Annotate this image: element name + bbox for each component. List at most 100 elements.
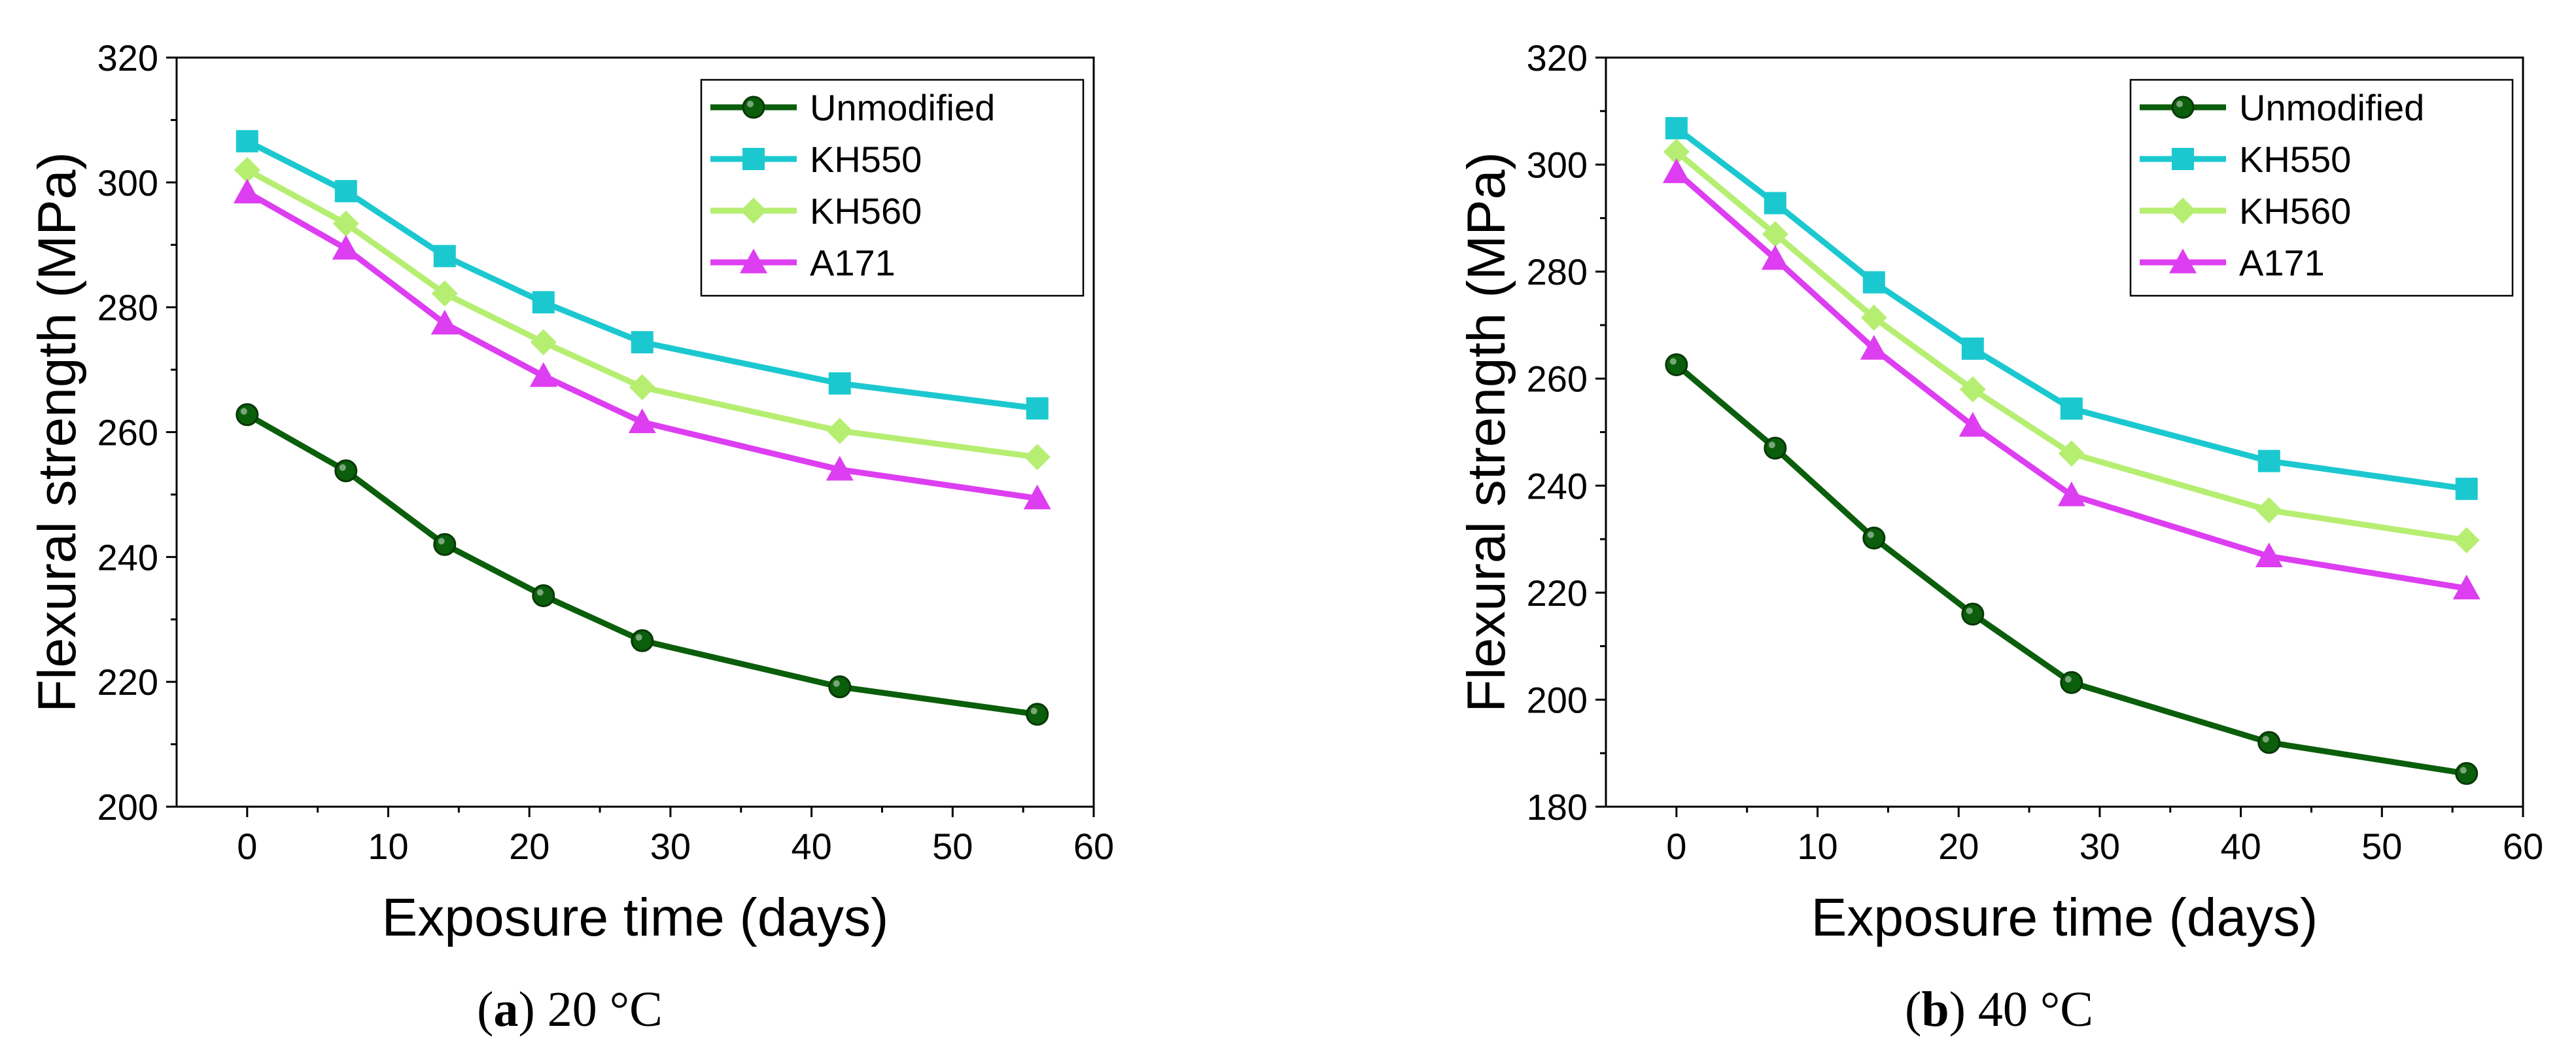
x-axis-title: Exposure time (days) [1811, 888, 2318, 947]
data-point-unmodified [1665, 353, 1688, 376]
data-point-unmodified [2455, 762, 2479, 785]
data-point-a171 [628, 408, 656, 434]
data-point-kh550 [1764, 192, 1786, 215]
data-point-kh560 [1959, 376, 1986, 403]
data-point-kh560 [530, 329, 557, 356]
data-point-unmodified-highlight [1669, 358, 1677, 365]
y-tick-label: 300 [1527, 145, 1588, 186]
data-point-kh560 [1663, 138, 1690, 165]
y-tick-label: 200 [97, 786, 158, 828]
data-point-unmodified [828, 675, 852, 699]
legend-marker-a171 [2169, 249, 2197, 273]
data-point-kh560 [629, 374, 655, 400]
data-point-a171 [2057, 482, 2085, 506]
data-point-kh550 [433, 245, 456, 268]
data-point-kh550 [1026, 397, 1049, 420]
data-point-a171 [430, 309, 459, 335]
data-point-kh550 [828, 372, 851, 395]
chart-panel-a: 0 10 20 30 40 50 60 200 220 240 260 280 300 320 Exposu… [27, 37, 1114, 1037]
data-point-kh560 [332, 210, 359, 237]
data-point-a171 [2255, 542, 2283, 568]
data-point-unmodified [631, 629, 654, 652]
data-point-kh560 [1762, 220, 1788, 247]
x-tick-label: 50 [2361, 826, 2402, 867]
y-tick-label: 200 [1527, 679, 1588, 720]
legend-marker-kh550 [742, 148, 765, 170]
data-point-unmodified [2060, 671, 2083, 694]
data-point-unmodified [1862, 526, 1886, 550]
data-point-kh550 [532, 291, 555, 314]
x-tick-label: 60 [2503, 826, 2543, 867]
chart-panel-b: 0 10 20 30 40 50 60 180 200 220 240 260 280 300 320 Exp… [1457, 37, 2543, 1037]
data-point-kh550 [1961, 337, 1984, 360]
data-point-a171 [2452, 574, 2480, 600]
legend-label: KH550 [2239, 139, 2351, 180]
legend-marker-kh550 [2172, 148, 2194, 170]
y-tick-label: 300 [97, 162, 158, 203]
data-point-unmodified [1026, 703, 1049, 726]
legend-marker-kh560 [2170, 198, 2196, 224]
data-point-unmodified-highlight [2262, 735, 2269, 743]
legend-label: Unmodified [2239, 87, 2424, 128]
data-point-a171 [529, 362, 557, 387]
data-point-kh560 [431, 280, 458, 307]
data-point-unmodified-highlight [1768, 442, 1775, 449]
data-point-kh560 [2453, 527, 2480, 553]
legend-marker-a171 [740, 249, 767, 273]
data-point-kh550 [2455, 478, 2478, 501]
panel-caption: (a) 20 °C [477, 982, 663, 1037]
x-tick-label: 10 [368, 826, 408, 867]
x-tick-label: 60 [1073, 826, 1114, 867]
data-point-kh550 [631, 331, 653, 354]
legend-label: KH560 [810, 190, 922, 232]
data-point-kh550 [1665, 116, 1688, 139]
y-tick-label: 320 [97, 37, 158, 79]
caption-text: ) 20 °C [518, 982, 662, 1037]
x-tick-label: 20 [509, 826, 549, 867]
caption-paren: ( [477, 982, 493, 1037]
data-point-unmodified-highlight [339, 464, 346, 471]
data-point-unmodified [2257, 731, 2281, 754]
data-point-kh550 [2060, 397, 2083, 420]
data-point-a171 [1662, 158, 1690, 183]
caption-letter: b [1921, 982, 1949, 1037]
data-point-unmodified-highlight [833, 680, 840, 687]
data-point-kh550 [2257, 449, 2280, 472]
data-point-unmodified [433, 533, 457, 556]
data-point-kh560 [234, 156, 260, 183]
panel-caption: (b) 40 °C [1905, 982, 2093, 1037]
x-tick-label: 40 [791, 826, 831, 867]
data-point-unmodified [532, 584, 555, 607]
legend-marker-unmodified-highlight [2176, 101, 2183, 107]
data-point-unmodified-highlight [635, 634, 642, 641]
legend-label: A171 [810, 242, 896, 283]
x-axis-title: Exposure time (days) [382, 888, 889, 947]
data-point-kh560 [1024, 444, 1051, 470]
legend-marker-unmodified [742, 96, 765, 119]
data-point-unmodified-highlight [536, 589, 544, 596]
x-tick-label: 10 [1797, 826, 1837, 867]
data-point-a171 [826, 455, 854, 481]
caption-text: ) 40 °C [1949, 982, 2093, 1037]
data-point-a171 [332, 234, 360, 260]
legend-label: KH550 [810, 139, 922, 180]
x-tick-label: 0 [237, 826, 257, 867]
y-tick-label: 260 [1527, 359, 1588, 400]
data-point-kh560 [2058, 440, 2085, 467]
data-point-unmodified-highlight [438, 538, 445, 545]
y-tick-label: 280 [1527, 251, 1588, 292]
y-tick-label: 220 [1527, 572, 1588, 614]
caption-paren: ( [1905, 982, 1921, 1037]
data-point-unmodified-highlight [1030, 707, 1037, 714]
data-point-unmodified [1961, 603, 1985, 626]
y-tick-label: 240 [97, 536, 158, 578]
data-point-kh550 [334, 180, 357, 203]
data-point-kh560 [2255, 497, 2282, 523]
data-point-kh560 [826, 417, 853, 444]
legend-label: Unmodified [810, 87, 995, 128]
x-tick-label: 30 [650, 826, 691, 867]
legend-marker-kh560 [740, 198, 767, 224]
legend-marker-unmodified [2171, 96, 2195, 119]
caption-letter: a [493, 982, 518, 1037]
